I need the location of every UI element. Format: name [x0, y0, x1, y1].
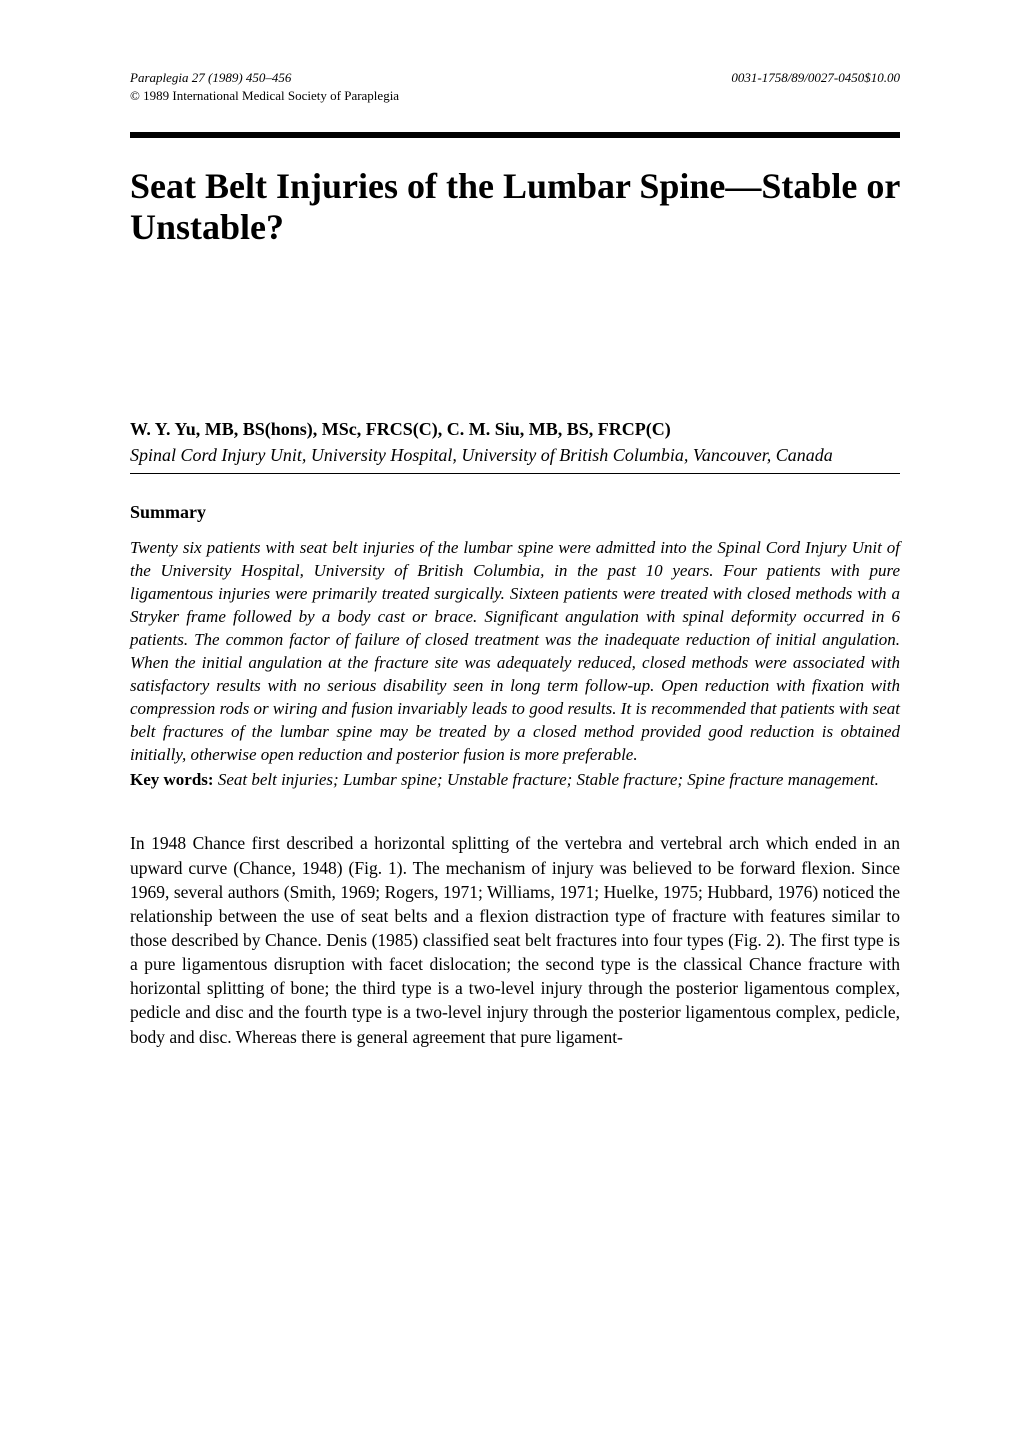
issn-line: 0031-1758/89/0027-0450$10.00 [731, 70, 900, 86]
keywords-label: Key words: [130, 770, 214, 789]
horizontal-rule-thin [130, 473, 900, 474]
summary-body: Twenty six patients with seat belt injur… [130, 537, 900, 766]
article-title: Seat Belt Injuries of the Lumbar Spine—S… [130, 166, 900, 249]
journal-ref: Paraplegia 27 (1989) 450–456 [130, 70, 291, 86]
copyright-line: © 1989 International Medical Society of … [130, 88, 900, 104]
keywords-line: Key words: Seat belt injuries; Lumbar sp… [130, 769, 900, 792]
summary-heading: Summary [130, 502, 900, 523]
body-paragraph: In 1948 Chance first described a horizon… [130, 831, 900, 1048]
horizontal-rule-thick [130, 132, 900, 138]
affiliation-line: Spinal Cord Injury Unit, University Hosp… [130, 444, 900, 467]
keywords-text: Seat belt injuries; Lumbar spine; Unstab… [214, 770, 879, 789]
authors-line: W. Y. Yu, MB, BS(hons), MSc, FRCS(C), C.… [130, 419, 900, 440]
header-row: Paraplegia 27 (1989) 450–456 0031-1758/8… [130, 70, 900, 86]
